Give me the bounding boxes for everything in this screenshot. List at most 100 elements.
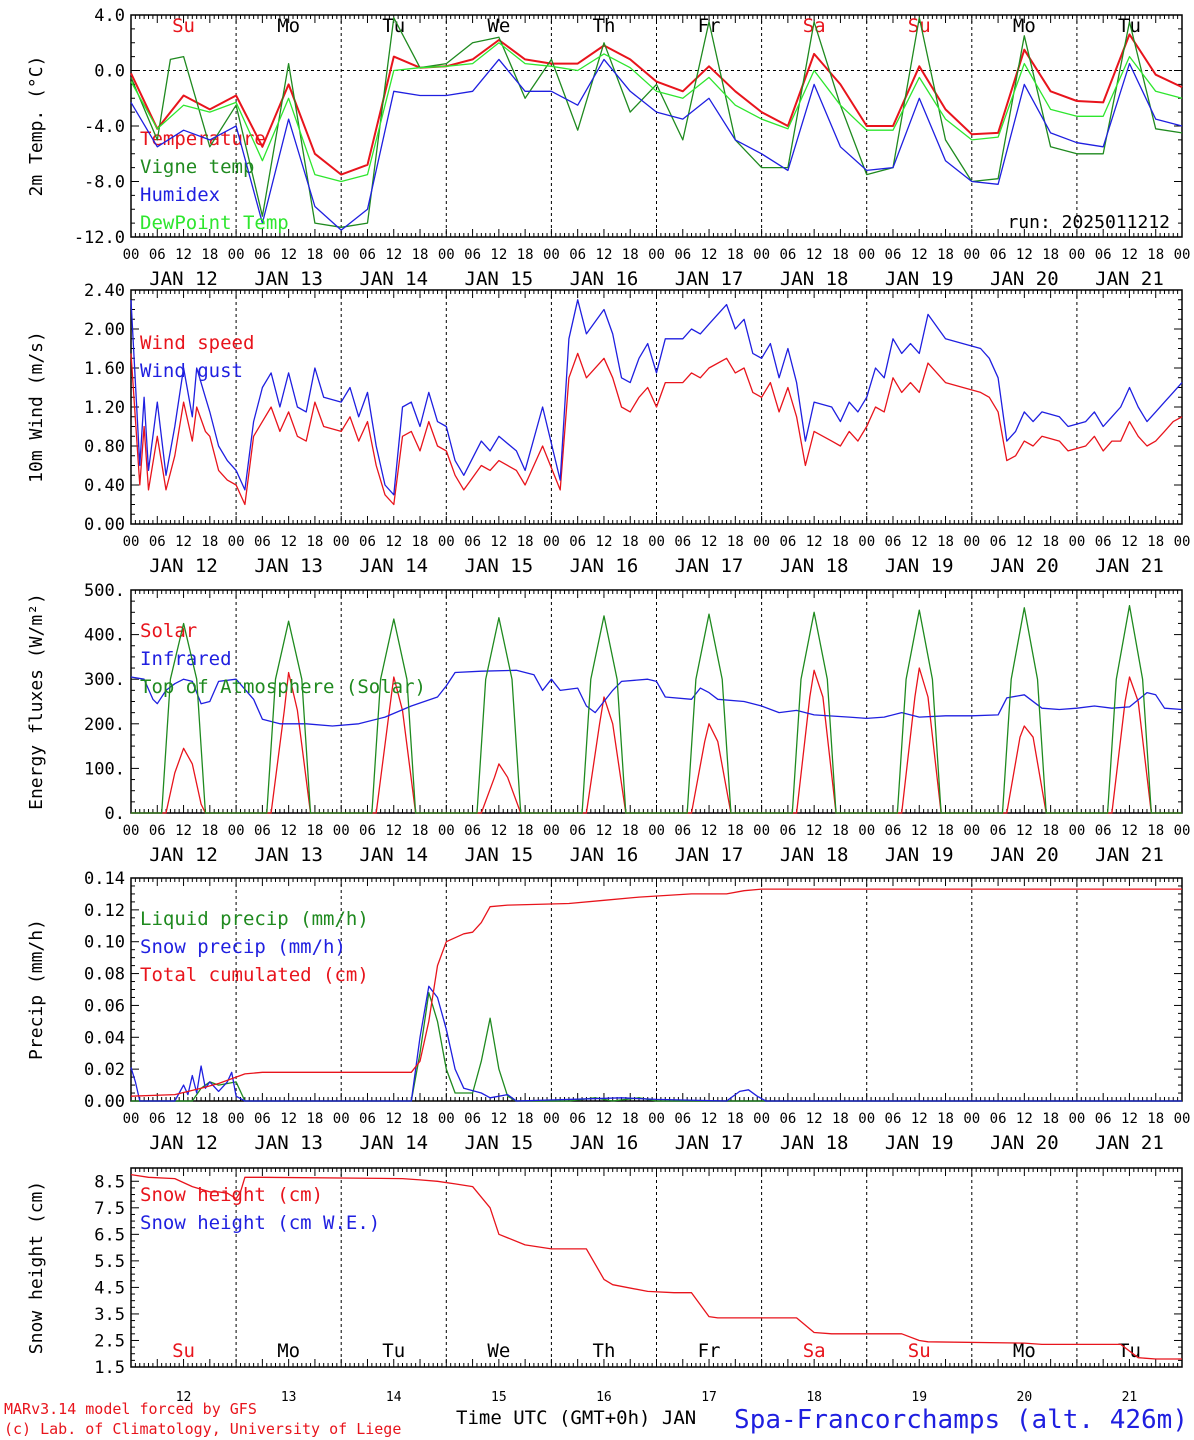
hour-tick-label: 12	[701, 1111, 718, 1127]
legend-entry: DewPoint Temp	[140, 212, 289, 234]
hour-tick-label: 12	[596, 823, 613, 839]
hour-tick-label: 06	[885, 1111, 902, 1127]
x-axis-title: Time UTC (GMT+0h) JAN	[456, 1407, 696, 1429]
hour-tick-label: 18	[937, 534, 954, 550]
hour-tick-label: 00	[333, 534, 350, 550]
day-number-label: 16	[596, 1390, 612, 1405]
hour-tick-label: 18	[937, 247, 954, 263]
hour-tick-label: 00	[543, 247, 560, 263]
y-tick-label: 2.40	[84, 281, 125, 301]
hour-tick-label: 12	[175, 1111, 192, 1127]
y-tick-label: 4.0	[94, 6, 125, 26]
y-tick-label: 0.04	[84, 1028, 125, 1048]
hour-tick-label: 12	[1016, 1111, 1033, 1127]
credit-line-2: (c) Lab. of Climatology, University of L…	[4, 1420, 401, 1438]
legend-entry: Snow height (cm)	[140, 1184, 323, 1206]
day-of-week-label: Tu	[382, 15, 405, 37]
hour-tick-label: 06	[885, 247, 902, 263]
day-of-week-label: Mo	[277, 15, 300, 37]
hour-tick-label: 06	[990, 534, 1007, 550]
day-number-label: 15	[491, 1390, 507, 1405]
y-tick-label: 8.5	[94, 1172, 125, 1192]
hour-tick-label: 00	[228, 534, 245, 550]
date-tick-label: JAN 21	[1095, 844, 1164, 866]
day-number-label: 12	[176, 1390, 192, 1405]
hour-tick-label: 18	[937, 823, 954, 839]
hour-tick-label: 06	[254, 1111, 271, 1127]
date-tick-label: JAN 18	[780, 844, 849, 866]
hour-tick-label: 12	[1016, 247, 1033, 263]
hour-tick-label: 12	[596, 247, 613, 263]
hour-tick-label: 06	[254, 534, 271, 550]
hour-tick-label: 12	[490, 247, 507, 263]
day-of-week-label: Su	[908, 1340, 931, 1362]
hour-tick-label: 18	[832, 823, 849, 839]
date-tick-label: JAN 17	[675, 268, 744, 290]
hour-tick-label: 12	[911, 534, 928, 550]
y-tick-label: 7.5	[94, 1199, 125, 1219]
hour-tick-label: 18	[1042, 534, 1059, 550]
date-tick-label: JAN 15	[465, 555, 534, 577]
date-tick-label: JAN 19	[885, 844, 954, 866]
hour-tick-label: 00	[648, 247, 665, 263]
hour-tick-label: 18	[1147, 823, 1164, 839]
hour-tick-label: 06	[254, 823, 271, 839]
hour-tick-label: 00	[333, 823, 350, 839]
hour-tick-label: 18	[832, 534, 849, 550]
hour-tick-label: 00	[1068, 534, 1085, 550]
hour-tick-label: 18	[1147, 1111, 1164, 1127]
hour-tick-label: 00	[333, 1111, 350, 1127]
hour-tick-label: 00	[543, 1111, 560, 1127]
hour-tick-label: 18	[306, 247, 323, 263]
hour-tick-label: 06	[464, 247, 481, 263]
hour-tick-label: 12	[280, 534, 297, 550]
hour-tick-label: 06	[779, 823, 796, 839]
day-number-label: 17	[701, 1390, 717, 1405]
hour-tick-label: 06	[1095, 823, 1112, 839]
date-tick-label: JAN 13	[254, 844, 323, 866]
hour-tick-label: 00	[123, 1111, 140, 1127]
y-tick-label: 0.02	[84, 1060, 125, 1080]
hour-tick-label: 12	[280, 823, 297, 839]
hour-tick-label: 06	[149, 534, 166, 550]
hour-tick-label: 06	[1095, 1111, 1112, 1127]
hour-tick-label: 00	[1174, 247, 1191, 263]
hour-tick-label: 06	[149, 1111, 166, 1127]
hour-tick-label: 06	[464, 534, 481, 550]
day-of-week-label: Sa	[803, 15, 826, 37]
date-tick-label: JAN 20	[990, 1132, 1059, 1154]
y-tick-label: 200.	[84, 715, 125, 735]
y-tick-label: 1.20	[84, 398, 125, 418]
date-tick-label: JAN 15	[465, 1132, 534, 1154]
hour-tick-label: 18	[1147, 534, 1164, 550]
hour-tick-label: 12	[280, 247, 297, 263]
hour-tick-label: 00	[123, 534, 140, 550]
hour-tick-label: 00	[438, 823, 455, 839]
series-line-3	[130, 888, 1182, 1097]
hour-tick-label: 06	[990, 247, 1007, 263]
hour-tick-label: 12	[175, 823, 192, 839]
legend-entry: Solar	[140, 620, 197, 642]
hour-tick-label: 00	[228, 247, 245, 263]
hour-tick-label: 12	[385, 534, 402, 550]
legend-entry: Liquid precip (mm/h)	[140, 908, 369, 930]
date-tick-label: JAN 12	[149, 844, 218, 866]
series-line-1	[131, 992, 1182, 1102]
legend-entry: Humidex	[140, 184, 220, 206]
y-tick-label: 500.	[84, 581, 125, 601]
day-of-week-label: Mo	[277, 1340, 300, 1362]
y-tick-label: 0.00	[84, 1092, 125, 1112]
legend-entry: Snow precip (mm/h)	[140, 936, 346, 958]
hour-tick-label: 00	[228, 823, 245, 839]
hour-tick-label: 00	[963, 247, 980, 263]
hour-tick-label: 12	[385, 823, 402, 839]
station-title: Spa-Francorchamps (alt. 426m)	[734, 1405, 1188, 1435]
hour-tick-label: 06	[779, 534, 796, 550]
y-axis-label: 2m Temp. (°C)	[26, 56, 47, 197]
hour-tick-label: 18	[1042, 247, 1059, 263]
hour-tick-label: 18	[412, 823, 429, 839]
series-line-1	[130, 352, 1183, 506]
hour-tick-label: 06	[359, 823, 376, 839]
series-line-2	[130, 985, 1182, 1102]
hour-tick-label: 00	[963, 534, 980, 550]
